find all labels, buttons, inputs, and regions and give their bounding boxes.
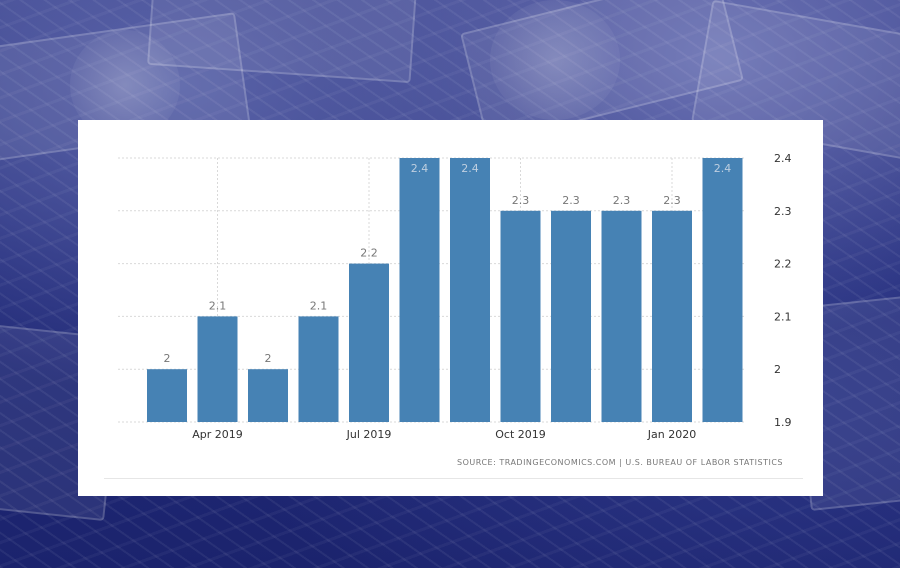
- bar-data-label: 2.3: [512, 194, 530, 207]
- bar-data-label: 2.2: [360, 247, 378, 260]
- y-tick-label: 1.9: [774, 416, 792, 429]
- bar-data-label: 2.4: [411, 162, 429, 175]
- bar: [349, 263, 389, 422]
- bar-data-label: 2.3: [663, 194, 681, 207]
- chart-card: 2 2.1 2 2.1 2.2 2.4 2.4 2.3 2.3 2.3 2.3 2.4 1.9 2 2.1…: [78, 120, 823, 496]
- x-tick-label: Apr 2019: [192, 428, 243, 441]
- bar-data-label: 2.1: [310, 299, 328, 312]
- bar: [652, 210, 692, 422]
- y-tick-label: 2.1: [774, 310, 792, 323]
- bar: [450, 158, 490, 422]
- source-divider: [104, 478, 803, 479]
- bar-data-label: 2: [265, 352, 272, 365]
- source-note: SOURCE: TRADINGECONOMICS.COM | U.S. BURE…: [457, 458, 783, 467]
- bar-data-label: 2: [164, 352, 171, 365]
- bar: [298, 316, 339, 422]
- y-tick-label: 2: [774, 363, 781, 376]
- bar: [147, 369, 187, 422]
- portrait-image: [490, 0, 620, 120]
- x-tick-label: Jan 2020: [647, 428, 696, 441]
- bar: [399, 158, 440, 422]
- y-tick-label: 2.3: [774, 205, 792, 218]
- bar: [197, 316, 238, 422]
- bar: [702, 158, 743, 422]
- x-tick-label: Jul 2019: [346, 428, 392, 441]
- x-tick-label: Oct 2019: [495, 428, 546, 441]
- bar: [601, 210, 642, 422]
- bar: [551, 210, 591, 422]
- bar: [248, 369, 288, 422]
- y-tick-label: 2.2: [774, 258, 792, 271]
- bar-data-label: 2.4: [714, 162, 732, 175]
- bar-data-label: 2.4: [461, 162, 479, 175]
- bar: [500, 210, 541, 422]
- bar-data-label: 2.3: [562, 194, 580, 207]
- y-tick-label: 2.4: [774, 152, 792, 165]
- bar-chart: 2 2.1 2 2.1 2.2 2.4 2.4 2.3 2.3 2.3 2.3 2.4 1.9 2 2.1…: [118, 152, 792, 441]
- bar-data-label: 2.1: [209, 299, 227, 312]
- bar-data-label: 2.3: [613, 194, 631, 207]
